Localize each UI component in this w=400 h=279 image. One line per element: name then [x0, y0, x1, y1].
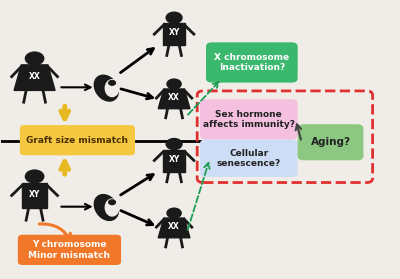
Polygon shape	[158, 89, 190, 109]
Text: Sex hormone
affects immunity?: Sex hormone affects immunity?	[203, 110, 295, 129]
Text: Aging?: Aging?	[310, 137, 350, 147]
Text: XX: XX	[29, 72, 40, 81]
Circle shape	[26, 52, 44, 65]
Circle shape	[26, 170, 44, 183]
FancyBboxPatch shape	[200, 99, 298, 140]
Polygon shape	[158, 218, 190, 238]
FancyBboxPatch shape	[200, 140, 298, 177]
Text: Graft size mismatch: Graft size mismatch	[26, 136, 128, 145]
FancyBboxPatch shape	[206, 42, 298, 83]
FancyArrowPatch shape	[39, 224, 70, 241]
Text: XY: XY	[168, 28, 180, 37]
Polygon shape	[14, 65, 55, 90]
Text: XX: XX	[168, 93, 180, 102]
Ellipse shape	[105, 199, 119, 216]
Text: XY: XY	[168, 155, 180, 164]
Text: XY: XY	[29, 190, 40, 199]
FancyBboxPatch shape	[20, 125, 135, 155]
Circle shape	[109, 81, 116, 85]
Circle shape	[166, 139, 182, 150]
Circle shape	[167, 208, 181, 218]
Polygon shape	[163, 23, 185, 45]
Circle shape	[109, 200, 116, 205]
Ellipse shape	[94, 195, 118, 220]
FancyBboxPatch shape	[18, 235, 121, 265]
Text: Y chromosome
Minor mismatch: Y chromosome Minor mismatch	[28, 240, 110, 259]
Circle shape	[166, 12, 182, 23]
Ellipse shape	[94, 75, 118, 101]
Text: X chromosome
Inactivation?: X chromosome Inactivation?	[214, 53, 289, 72]
FancyBboxPatch shape	[298, 124, 364, 160]
Text: XX: XX	[168, 222, 180, 231]
Text: Cellular
senescence?: Cellular senescence?	[217, 148, 281, 168]
Ellipse shape	[105, 80, 119, 97]
Polygon shape	[22, 183, 47, 208]
Polygon shape	[163, 150, 185, 172]
Circle shape	[167, 79, 181, 89]
